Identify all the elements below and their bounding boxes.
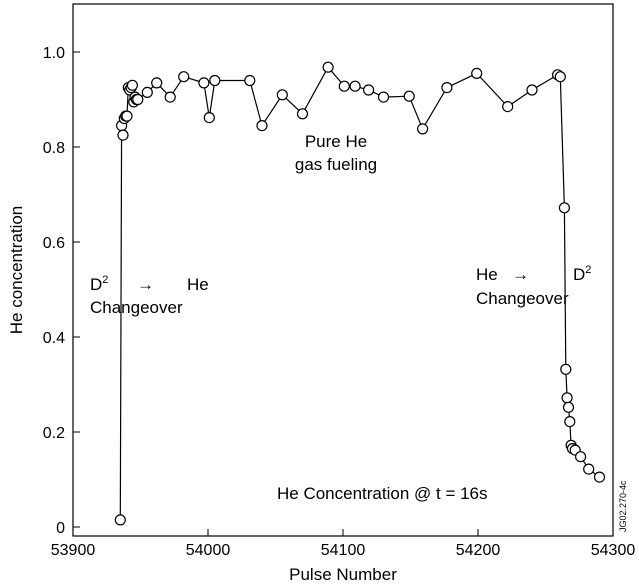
left-annotation-line1: D2 — [90, 274, 108, 294]
data-point — [203, 111, 215, 124]
y-tick-label: 0.6 — [43, 235, 65, 252]
data-point — [403, 90, 415, 102]
data-point — [244, 74, 256, 87]
y-tick-label: 0.4 — [43, 330, 65, 347]
data-point — [151, 77, 163, 89]
right-annotation-arrow: → — [512, 265, 529, 284]
data-point — [121, 110, 133, 122]
data-point — [276, 89, 288, 101]
x-tick-label: 54000 — [186, 542, 231, 559]
data-point — [441, 81, 453, 94]
right-annotation-line2: Changeover — [476, 289, 569, 308]
data-point — [363, 84, 375, 96]
y-tick-label: 0.8 — [43, 140, 65, 157]
x-tick-label: 54200 — [456, 542, 501, 559]
data-point — [126, 79, 138, 91]
left-annotation-target: He — [187, 275, 209, 294]
figure-code: JG02.270-4c — [618, 480, 628, 532]
data-point — [562, 401, 575, 413]
data-point — [417, 123, 429, 135]
data-point — [560, 363, 572, 375]
data-point — [574, 451, 587, 463]
left-annotation-arrow: → — [137, 275, 154, 294]
left-annotation-line2: Changeover — [90, 298, 183, 317]
data-point — [178, 71, 190, 83]
y-axis-title: He concentration — [7, 206, 26, 335]
data-point — [322, 61, 334, 73]
data-point — [132, 93, 144, 106]
data-point — [117, 129, 129, 141]
y-tick-label: 0.2 — [43, 425, 65, 442]
data-point — [526, 84, 538, 96]
data-point — [296, 108, 309, 120]
data-point — [114, 514, 126, 526]
axis-tick-labels: 53900 54000 54100 54200 54300 0 0.2 0.4 0.6 0.8 1.… — [43, 45, 636, 559]
right-annotation-source: He — [476, 265, 498, 284]
data-point — [198, 77, 210, 89]
x-tick-label: 53900 — [51, 542, 96, 559]
data-point — [558, 202, 571, 214]
data-point — [164, 91, 176, 103]
center-annotation-line1: Pure He — [305, 132, 367, 151]
axis-ticks — [72, 51, 614, 536]
data-point — [564, 416, 576, 428]
data-point — [209, 74, 221, 87]
series-markers — [114, 61, 606, 526]
footer-annotation: He Concentration @ t = 16s — [277, 484, 488, 503]
center-annotation-line2: gas fueling — [295, 155, 377, 174]
x-axis-title: Pulse Number — [289, 565, 397, 584]
x-tick-label: 54300 — [591, 542, 636, 559]
data-point — [471, 67, 483, 80]
data-point — [583, 463, 595, 475]
data-point — [256, 119, 268, 132]
data-point — [561, 392, 573, 404]
data-point — [502, 100, 514, 113]
data-point — [141, 86, 153, 99]
right-annotation-line1: D2 — [573, 264, 591, 284]
x-tick-label: 54100 — [321, 542, 366, 559]
y-tick-label: 0 — [56, 520, 65, 537]
y-tick-label: 1.0 — [43, 45, 65, 62]
data-point — [349, 80, 361, 92]
data-point — [377, 91, 390, 103]
data-point — [338, 80, 350, 92]
data-point — [593, 471, 606, 483]
data-point — [554, 71, 566, 83]
